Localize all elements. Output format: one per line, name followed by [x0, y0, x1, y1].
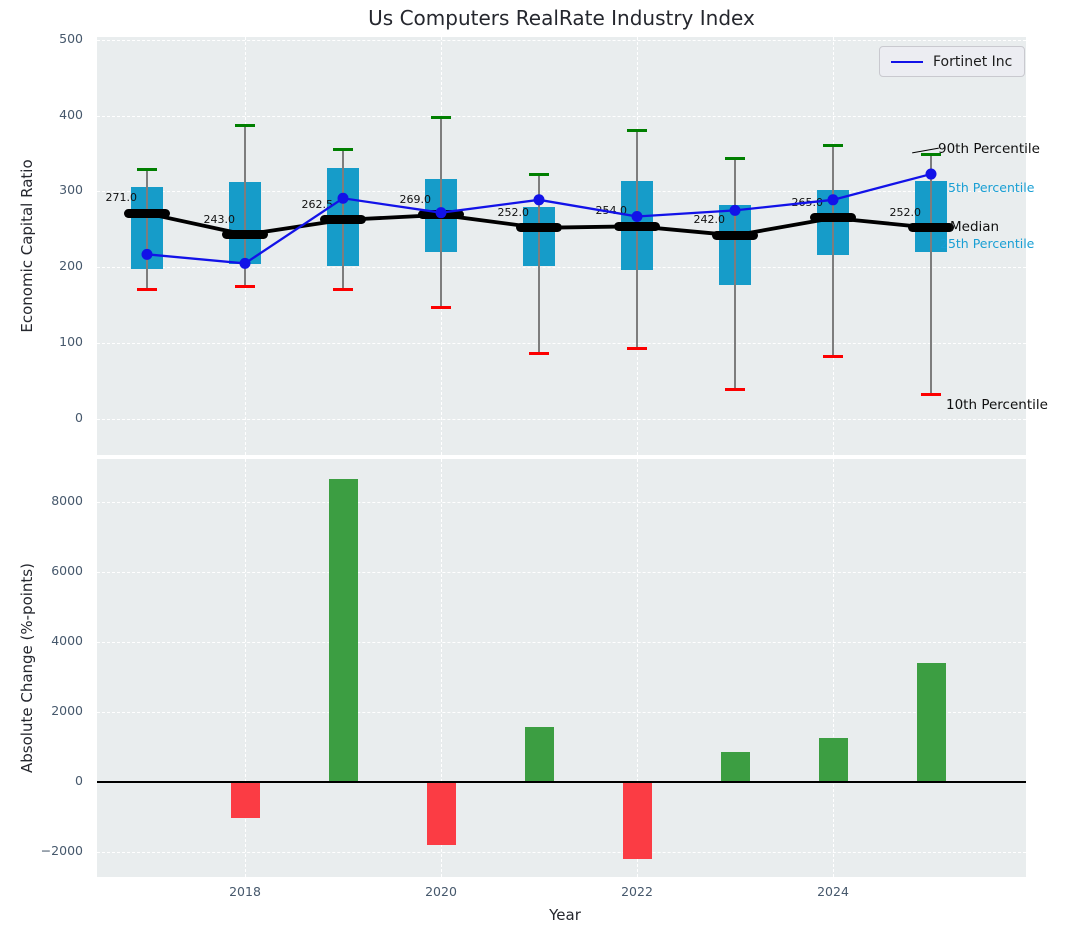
y-tick-label: 300: [59, 182, 83, 198]
gridline-h: [97, 342, 1026, 344]
median-bar: [418, 210, 464, 220]
p90-cap: [333, 147, 353, 151]
median-bar: [124, 208, 170, 218]
median-value-label: 271.0: [105, 191, 138, 205]
x-tick-label: 2020: [425, 884, 457, 899]
gridline-v: [637, 459, 638, 877]
median-bar: [516, 223, 562, 233]
gridline-h: [97, 851, 1026, 853]
p90-cap: [627, 129, 647, 133]
whisker-line: [636, 130, 638, 349]
median-bar: [712, 230, 758, 240]
change-bar: [524, 727, 554, 782]
p10-cap: [333, 288, 353, 292]
top-plot-area: 271.0 243.0 262.5 269.0 252.0 254.0 242.0 265.0…: [97, 37, 1026, 455]
gridline-v: [245, 459, 246, 877]
y-tick-label: −2000: [40, 842, 83, 858]
median-value-label: 254.0: [595, 204, 628, 218]
p10-cap: [823, 355, 843, 359]
p10-cap: [627, 346, 647, 350]
y-tick-label: 6000: [51, 562, 83, 578]
p10-cap: [137, 288, 157, 292]
p90-cap: [235, 124, 255, 128]
gridline-h: [97, 711, 1026, 713]
y-tick-label: 400: [59, 106, 83, 122]
annotation-90th-percentile: 90th Percentile: [938, 141, 1040, 158]
p90-cap: [137, 168, 157, 172]
gridline-h: [97, 267, 1026, 269]
p10-cap: [431, 305, 451, 309]
x-tick-label: 2024: [817, 884, 849, 899]
median-bar: [222, 230, 268, 240]
y-tick-label: 200: [59, 258, 83, 274]
median-value-label: 252.0: [497, 205, 530, 219]
x-tick-label: 2022: [621, 884, 653, 899]
median-bar: [614, 221, 660, 231]
gridline-h: [97, 501, 1026, 503]
change-bar: [328, 478, 358, 782]
median-value-label: 252.0: [889, 205, 922, 219]
whisker-line: [244, 125, 246, 287]
gridline-h: [97, 115, 1026, 117]
zero-line: [97, 780, 1026, 783]
p10-cap: [921, 392, 941, 396]
p90-cap: [823, 143, 843, 147]
median-value-label: 243.0: [203, 212, 236, 226]
legend: Fortinet Inc: [879, 46, 1025, 77]
bottom-plot-area: [97, 459, 1026, 877]
legend-label: Fortinet Inc: [933, 53, 1013, 70]
gridline-h: [97, 641, 1026, 643]
median-value-label: 262.5: [301, 197, 334, 211]
whisker-line: [538, 174, 540, 354]
y-tick-label: 0: [75, 409, 83, 425]
median-value-label: 242.0: [693, 213, 726, 227]
x-axis-label: Year: [549, 906, 581, 924]
y-tick-label: 0: [75, 772, 83, 788]
median-bar: [810, 213, 856, 223]
change-bar: [230, 781, 260, 819]
chart-title: Us Computers RealRate Industry Index: [368, 6, 755, 30]
change-bar: [916, 662, 946, 782]
p90-cap: [725, 156, 745, 160]
p90-cap: [529, 172, 549, 176]
whisker-line: [832, 145, 834, 357]
change-bar: [720, 751, 750, 782]
gridline-h: [97, 40, 1026, 42]
gridline-v: [833, 459, 834, 877]
gridline-h: [97, 418, 1026, 420]
x-tick-label: 2018: [229, 884, 261, 899]
annotation-25th-percentile: 25th Percentile: [940, 236, 1035, 252]
change-bar: [818, 737, 848, 782]
y-tick-label: 500: [59, 31, 83, 47]
p90-cap: [431, 115, 451, 119]
legend-line-sample: [891, 60, 923, 63]
annotation-median: Median: [950, 218, 1000, 235]
change-bar: [426, 781, 456, 845]
p10-cap: [725, 388, 745, 392]
p90-cap: [921, 152, 941, 156]
y-tick-label: 8000: [51, 492, 83, 508]
annotation-75th-percentile: 5th Percentile: [948, 179, 1035, 195]
y-tick-label: 100: [59, 333, 83, 349]
median-value-label: 269.0: [399, 192, 432, 206]
median-value-label: 265.0: [791, 195, 824, 209]
median-bar: [320, 215, 366, 225]
bottom-y-axis-label: Absolute Change (%-points): [18, 563, 36, 773]
annotation-10th-percentile: 10th Percentile: [946, 397, 1048, 414]
p10-cap: [529, 352, 549, 356]
whisker-line: [146, 169, 148, 290]
whisker-line: [734, 158, 736, 390]
change-bar: [622, 781, 652, 859]
gridline-h: [97, 571, 1026, 573]
gridline-v: [441, 459, 442, 877]
whisker-line: [930, 154, 932, 395]
y-tick-label: 2000: [51, 702, 83, 718]
median-bar: [908, 223, 954, 233]
p10-cap: [235, 284, 255, 288]
y-tick-label: 4000: [51, 632, 83, 648]
